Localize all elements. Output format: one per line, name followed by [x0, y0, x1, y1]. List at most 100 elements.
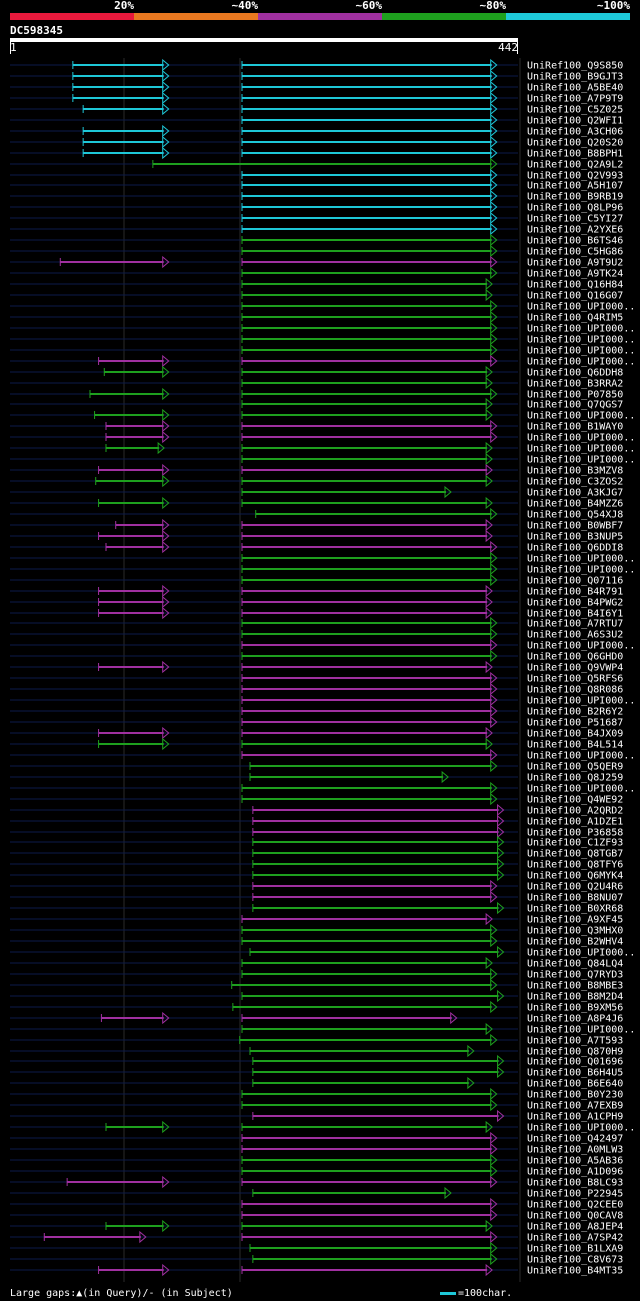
hit-row[interactable]: UniRef100_A8P4J6 [10, 1011, 623, 1025]
hit-row[interactable]: UniRef100_P51687 [10, 715, 623, 729]
hit-label[interactable]: UniRef100_B2R6Y2 [527, 707, 623, 718]
hit-label[interactable]: UniRef100_Q7QGS7 [527, 400, 623, 411]
hit-label[interactable]: UniRef100_B4MZZ6 [527, 499, 623, 510]
hit-row[interactable]: UniRef100_Q6DDH8 [10, 365, 623, 379]
hit-label[interactable]: UniRef100_UPI000.. [527, 1025, 635, 1036]
hit-label[interactable]: UniRef100_B8LC93 [527, 1178, 623, 1189]
hit-row[interactable]: UniRef100_UPI000.. [10, 321, 635, 335]
hit-label[interactable]: UniRef100_UPI000.. [527, 784, 635, 795]
hit-row[interactable]: UniRef100_UPI000.. [10, 441, 635, 455]
hit-row[interactable]: UniRef100_A9T9U2 [10, 255, 623, 269]
hit-row[interactable]: UniRef100_C5Z025 [10, 102, 623, 116]
hit-row[interactable]: UniRef100_B1WAY0 [10, 419, 623, 433]
hit-label[interactable]: UniRef100_A2YXE6 [527, 225, 623, 236]
hit-label[interactable]: UniRef100_Q5RFS6 [527, 674, 623, 685]
hit-row[interactable]: UniRef100_UPI000.. [10, 693, 635, 707]
hit-row[interactable]: UniRef100_C5YI27 [10, 211, 623, 225]
hit-label[interactable]: UniRef100_A9TK24 [527, 269, 623, 280]
hit-row[interactable]: UniRef100_UPI000.. [10, 332, 635, 346]
hit-row[interactable]: UniRef100_B4JX09 [10, 726, 623, 740]
hit-row[interactable]: UniRef100_Q01696 [10, 1054, 623, 1068]
hit-row[interactable]: UniRef100_A1CPH9 [10, 1109, 623, 1123]
hit-row[interactable]: UniRef100_Q8TFY6 [10, 857, 623, 871]
hit-label[interactable]: UniRef100_Q2U4R6 [527, 882, 623, 893]
hit-label[interactable]: UniRef100_B9RB19 [527, 192, 623, 203]
hit-label[interactable]: UniRef100_UPI000.. [527, 411, 635, 422]
hit-row[interactable]: UniRef100_UPI000.. [10, 354, 635, 368]
hit-row[interactable]: UniRef100_UPI000.. [10, 430, 635, 444]
hit-label[interactable]: UniRef100_B6E640 [527, 1079, 623, 1090]
hit-row[interactable]: UniRef100_A5H107 [10, 178, 623, 192]
hit-label[interactable]: UniRef100_Q8TGB7 [527, 849, 623, 860]
hit-label[interactable]: UniRef100_UPI000.. [527, 357, 635, 368]
hit-label[interactable]: UniRef100_Q0CAV8 [527, 1211, 623, 1222]
hit-label[interactable]: UniRef100_Q01696 [527, 1057, 623, 1068]
hit-row[interactable]: UniRef100_Q54XJ8 [10, 507, 623, 521]
hit-label[interactable]: UniRef100_A5BE40 [527, 83, 623, 94]
hit-row[interactable]: UniRef100_A7RTU7 [10, 616, 623, 630]
hit-label[interactable]: UniRef100_Q8J259 [527, 773, 623, 784]
hit-label[interactable]: UniRef100_A1D096 [527, 1167, 623, 1178]
hit-label[interactable]: UniRef100_P51687 [527, 718, 623, 729]
hit-label[interactable]: UniRef100_Q2CEE0 [527, 1200, 623, 1211]
hit-row[interactable]: UniRef100_B2WHV4 [10, 934, 623, 948]
hit-row[interactable]: UniRef100_B4PWG2 [10, 595, 623, 609]
hit-row[interactable]: UniRef100_Q7RYD3 [10, 967, 623, 981]
hit-row[interactable]: UniRef100_Q4WE92 [10, 792, 623, 806]
hit-label[interactable]: UniRef100_Q8R086 [527, 685, 623, 696]
hit-row[interactable]: UniRef100_Q07116 [10, 573, 623, 587]
hit-row[interactable]: UniRef100_UPI000.. [10, 1022, 635, 1036]
hit-label[interactable]: UniRef100_B4MT35 [527, 1266, 623, 1277]
hit-label[interactable]: UniRef100_Q16H84 [527, 280, 623, 291]
hit-row[interactable]: UniRef100_Q4RIM5 [10, 310, 623, 324]
hit-label[interactable]: UniRef100_Q20S20 [527, 138, 623, 149]
hit-label[interactable]: UniRef100_A5AB36 [527, 1156, 623, 1167]
hit-label[interactable]: UniRef100_B3NUP5 [527, 532, 623, 543]
hit-label[interactable]: UniRef100_Q7RYD3 [527, 970, 623, 981]
hit-row[interactable]: UniRef100_Q16G07 [10, 288, 623, 302]
hit-row[interactable]: UniRef100_Q3MHX0 [10, 923, 623, 937]
hit-row[interactable]: UniRef100_A5BE40 [10, 80, 623, 94]
hit-row[interactable]: UniRef100_C3ZOS2 [10, 474, 623, 488]
hit-row[interactable]: UniRef100_B3RRA2 [10, 376, 623, 390]
hit-row[interactable]: UniRef100_Q9S850 [10, 58, 623, 72]
hit-label[interactable]: UniRef100_A0MLW3 [527, 1145, 623, 1156]
hit-row[interactable]: UniRef100_B8NU07 [10, 890, 623, 904]
hit-label[interactable]: UniRef100_A2QRD2 [527, 806, 623, 817]
hit-label[interactable]: UniRef100_C5YI27 [527, 214, 623, 225]
hit-label[interactable]: UniRef100_A7SP42 [527, 1233, 623, 1244]
hit-label[interactable]: UniRef100_B4JX09 [527, 729, 623, 740]
hit-row[interactable]: UniRef100_B9XM56 [10, 1000, 623, 1014]
hit-label[interactable]: UniRef100_B6H4U5 [527, 1068, 623, 1079]
hit-row[interactable]: UniRef100_P22945 [10, 1186, 623, 1200]
hit-label[interactable]: UniRef100_Q8TFY6 [527, 860, 623, 871]
hit-row[interactable]: UniRef100_B3MZV8 [10, 463, 623, 477]
hit-row[interactable]: UniRef100_B8LC93 [10, 1175, 623, 1189]
hit-row[interactable]: UniRef100_Q8LP96 [10, 200, 623, 214]
hit-row[interactable]: UniRef100_Q2V993 [10, 168, 623, 182]
hit-row[interactable]: UniRef100_UPI000.. [10, 638, 635, 652]
hit-row[interactable]: UniRef100_B9GJT3 [10, 69, 623, 83]
hit-row[interactable]: UniRef100_A2QRD2 [10, 803, 623, 817]
hit-label[interactable]: UniRef100_Q2WFI1 [527, 116, 623, 127]
hit-label[interactable]: UniRef100_B0XR68 [527, 904, 623, 915]
hit-label[interactable]: UniRef100_UPI000.. [527, 444, 635, 455]
hit-label[interactable]: UniRef100_A1CPH9 [527, 1112, 623, 1123]
hit-label[interactable]: UniRef100_C8V673 [527, 1255, 623, 1266]
hit-row[interactable]: UniRef100_Q16H84 [10, 277, 623, 291]
hit-label[interactable]: UniRef100_UPI000.. [527, 1123, 635, 1134]
hit-row[interactable]: UniRef100_B4MT35 [10, 1263, 623, 1277]
hit-label[interactable]: UniRef100_P36858 [527, 828, 623, 839]
hit-label[interactable]: UniRef100_UPI000.. [527, 346, 635, 357]
hit-label[interactable]: UniRef100_A6S3U2 [527, 630, 623, 641]
hit-label[interactable]: UniRef100_Q16G07 [527, 291, 623, 302]
hit-row[interactable]: UniRef100_A2YXE6 [10, 222, 623, 236]
hit-row[interactable]: UniRef100_P36858 [10, 825, 623, 839]
hit-row[interactable]: UniRef100_Q7QGS7 [10, 397, 623, 411]
hit-row[interactable]: UniRef100_P07850 [10, 387, 623, 401]
hit-row[interactable]: UniRef100_Q2WFI1 [10, 113, 623, 127]
hit-label[interactable]: UniRef100_B1WAY0 [527, 422, 623, 433]
hit-row[interactable]: UniRef100_A9TK24 [10, 266, 623, 280]
hit-row[interactable]: UniRef100_B4R791 [10, 584, 623, 598]
hit-label[interactable]: UniRef100_Q6MYK4 [527, 871, 623, 882]
